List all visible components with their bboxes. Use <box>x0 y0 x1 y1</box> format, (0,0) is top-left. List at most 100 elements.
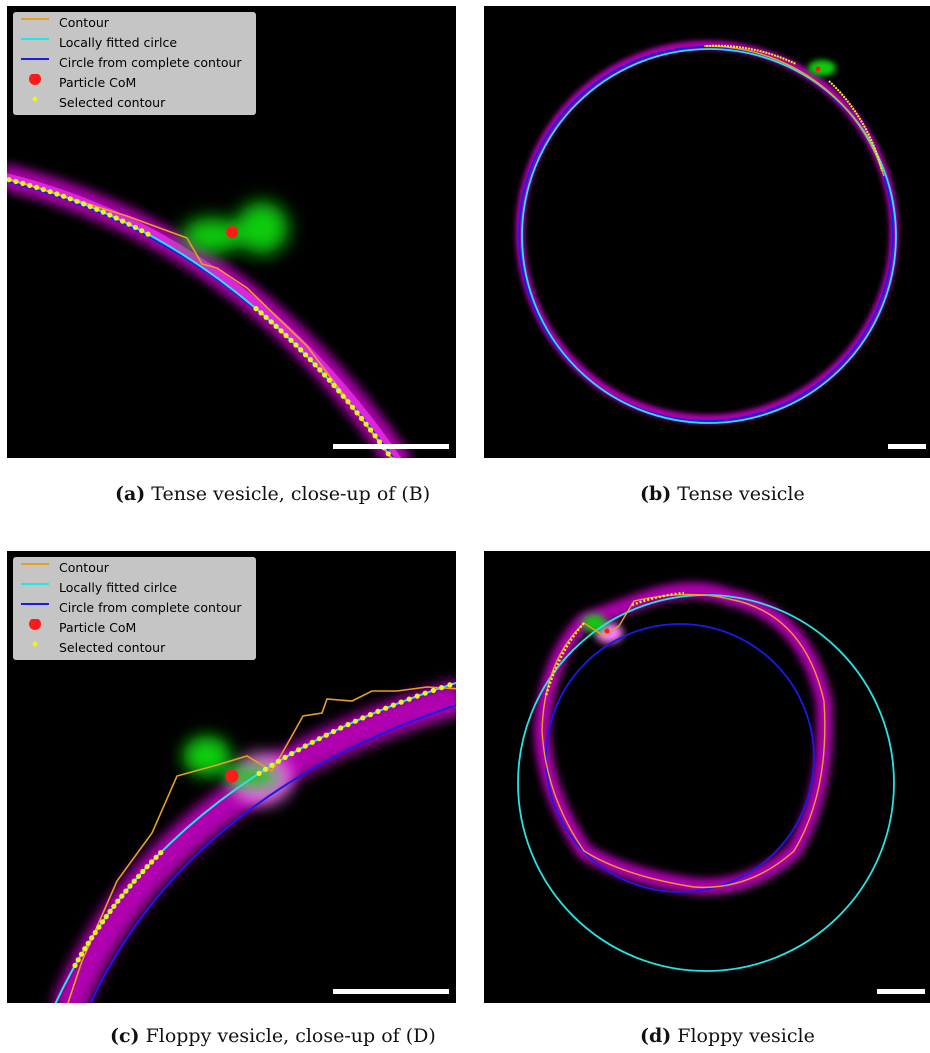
selected-contour-point <box>331 382 337 389</box>
selected-contour-point <box>85 940 91 946</box>
selected-contour-point <box>75 957 81 963</box>
selected-contour-point <box>295 747 302 753</box>
selected-contour-point <box>383 705 389 711</box>
panel-c-plot <box>51 680 456 1003</box>
legend-contour: Contour <box>59 15 109 30</box>
legend: Contour Locally fitted cirlce Circle fro… <box>13 12 256 115</box>
selected-contour-points <box>72 682 453 968</box>
selected-contour-point <box>398 699 404 705</box>
selected-contour-point <box>390 457 395 458</box>
caption-d-label: (d) <box>640 1025 672 1047</box>
selected-contour-point <box>82 946 88 952</box>
particle-signal <box>182 202 288 254</box>
membrane-signal <box>533 582 833 895</box>
selected-contour-point <box>372 433 378 439</box>
selected-contour-point <box>385 451 391 457</box>
selected-contour-point <box>13 178 19 185</box>
selected-contour-point <box>322 372 328 378</box>
selected-legend-icon <box>32 96 38 102</box>
scale-bar <box>333 989 449 994</box>
panel-b-plot <box>515 40 899 424</box>
selected-contour-point <box>258 310 264 316</box>
selected-contour-point <box>326 377 332 383</box>
caption-d-text: Floppy vesicle <box>677 1025 815 1047</box>
selected-contour-point <box>139 228 145 234</box>
selected-contour-point <box>256 770 262 776</box>
complete-circle-legend-icon <box>21 58 49 60</box>
panel-d-image <box>484 551 930 1003</box>
caption-a: (a) Tense vesicle, close-up of (B) <box>115 483 430 505</box>
selected-contour-point <box>87 203 93 210</box>
selected-contour-point <box>132 224 138 230</box>
selected-contour-point <box>275 758 281 764</box>
scale-bar <box>877 989 925 994</box>
selected-contour-point <box>376 439 383 445</box>
selected-contour-point <box>81 201 87 207</box>
selected-contour-point <box>123 888 129 894</box>
selected-contour-point <box>89 935 95 941</box>
selected-contour-point <box>422 690 428 696</box>
selected-contour-point <box>92 929 98 936</box>
contour-line <box>541 593 826 889</box>
selected-contour-point <box>447 682 453 688</box>
legend-selected: Selected contour <box>59 95 166 110</box>
particle-com-marker <box>815 66 821 72</box>
selected-contour-point <box>406 696 412 702</box>
selected-contour-point <box>107 212 113 218</box>
contour-legend-icon <box>21 563 49 565</box>
selected-contour-point <box>303 352 309 358</box>
selected-contour-point <box>34 184 40 190</box>
complete-circle-legend-icon <box>21 603 49 605</box>
scale-bar <box>888 444 926 449</box>
selected-contour-point <box>345 722 351 728</box>
caption-d: (d) Floppy vesicle <box>640 1025 815 1047</box>
legend-local-circle: Locally fitted cirlce <box>59 580 178 595</box>
selected-contour-point <box>40 186 47 193</box>
particle-com-marker <box>225 769 239 783</box>
selected-contour-point <box>96 924 102 930</box>
selected-contour-point <box>349 404 356 410</box>
legend-particle: Particle CoM <box>59 75 137 90</box>
selected-contour-points <box>7 177 395 458</box>
caption-b: (b) Tense vesicle <box>640 483 805 505</box>
selected-contour-point <box>115 898 121 904</box>
contour-line <box>67 686 456 1003</box>
selected-contour-point <box>158 850 164 856</box>
local-circle-legend-icon <box>21 38 49 40</box>
complete-circle-line <box>89 704 456 1003</box>
selected-contour-point <box>135 873 142 879</box>
caption-c-text: Floppy vesicle, close-up of (D) <box>145 1025 436 1047</box>
selected-contour-point <box>99 919 106 925</box>
selected-contour-point <box>323 732 329 738</box>
local-circle-legend-icon <box>21 583 49 585</box>
selected-contour-point <box>390 702 396 708</box>
selected-contour-point <box>72 962 78 968</box>
selected-contour-point <box>149 859 155 865</box>
particle-signal <box>808 60 836 76</box>
selected-contour-point <box>78 951 85 957</box>
selected-contour-point <box>131 878 137 884</box>
selected-contour-point <box>289 751 295 757</box>
selected-contour-point <box>20 180 26 186</box>
selected-contour-point <box>140 868 146 875</box>
selected-contour-point <box>367 712 373 718</box>
selected-contour-point <box>262 766 269 772</box>
selected-contour-point <box>298 347 304 353</box>
legend-local-circle: Locally fitted cirlce <box>59 35 178 50</box>
selected-contour-point <box>263 314 269 320</box>
selected-contour-point <box>330 728 337 735</box>
legend-particle: Particle CoM <box>59 620 137 635</box>
particle-legend-icon <box>29 74 41 85</box>
particle-legend-icon <box>29 619 41 630</box>
selected-contour-point <box>316 736 322 742</box>
panel-a-plot <box>7 163 413 458</box>
legend: Contour Locally fitted cirlce Circle fro… <box>13 557 256 660</box>
selected-contour-point <box>338 725 344 731</box>
complete-circle-line <box>545 623 815 893</box>
selected-contour-point <box>309 739 315 745</box>
selected-contour-point <box>144 864 150 870</box>
legend-selected: Selected contour <box>59 640 166 655</box>
selected-contour-point <box>352 718 358 724</box>
selected-contour-point <box>363 421 369 427</box>
selected-contour-point <box>268 319 274 325</box>
